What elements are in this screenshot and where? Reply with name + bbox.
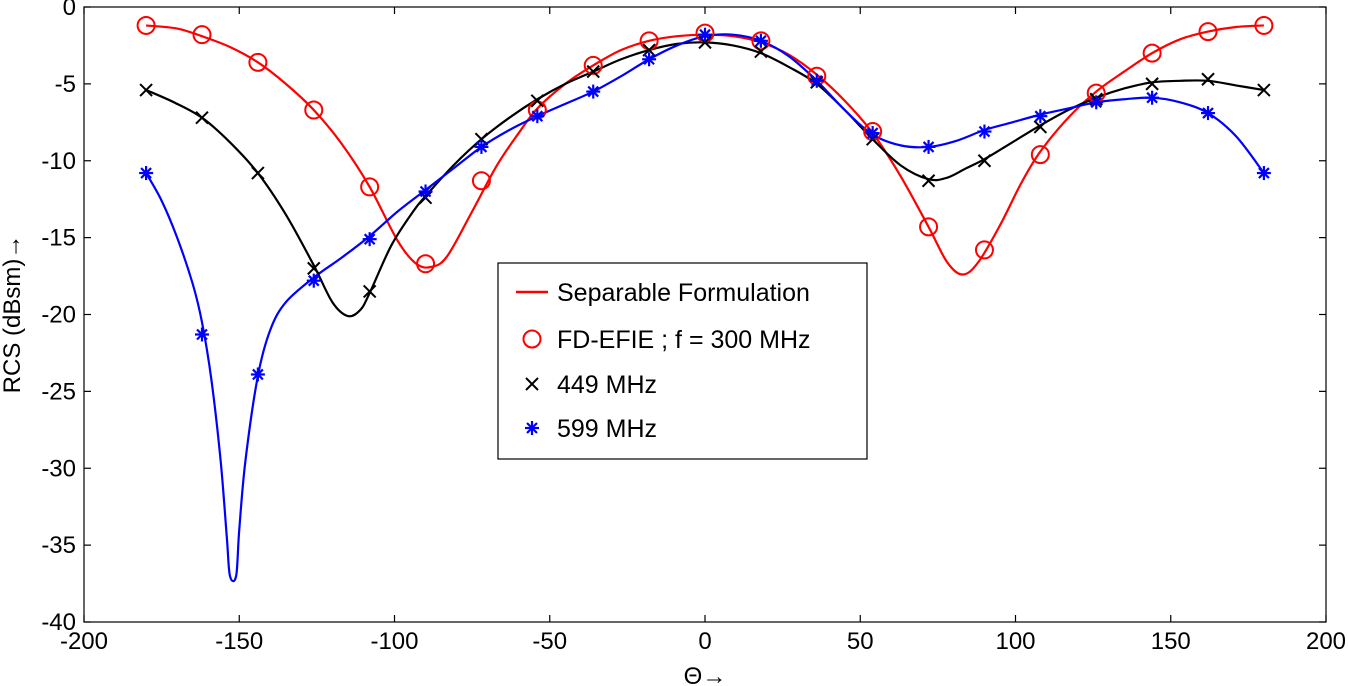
x-tick-label: 50 (847, 628, 874, 655)
legend-circle-swatch (522, 329, 542, 349)
marker-300-mhz (192, 25, 212, 45)
marker-599-mhz (250, 367, 265, 382)
marker-599-mhz (809, 73, 824, 88)
marker-300-mhz (751, 31, 771, 51)
marker-599-mhz (642, 52, 657, 67)
marker-599-mhz (698, 27, 712, 42)
marker-599-mhz (1145, 90, 1160, 105)
legend-star-swatch (525, 421, 539, 435)
legend-x-swatch (525, 377, 539, 391)
marker-449-mhz (754, 44, 768, 59)
legend-label-1: FD-EFIE ; f = 300 MHz (557, 326, 811, 354)
x-tick-label: -150 (215, 628, 263, 655)
marker-300-mhz (471, 171, 491, 191)
marker-599-mhz (865, 126, 880, 141)
marker-599-mhz (362, 232, 377, 247)
legend-label-2: 449 MHz (557, 371, 657, 399)
y-tick-label: -10 (41, 148, 76, 175)
axis-layer: -200 -150 -100 -50 0 50 100 150 200 0 -5 -10 -15 -20 -… (41, 0, 1346, 655)
marker-449-mhz (977, 154, 992, 168)
x-tick-label: 100 (995, 628, 1035, 655)
marker-449-mhz (362, 284, 377, 299)
marker-599-mhz (194, 327, 209, 342)
marker-599-mhz (1201, 106, 1216, 121)
marker-300-mhz (304, 100, 324, 120)
marker-449-mhz (1145, 77, 1159, 91)
series-line-449-mhz (145, 41, 1265, 318)
legend-label-3: 599 MHz (557, 415, 657, 443)
marker-599-mhz (474, 139, 489, 154)
marker-300-mhz (974, 240, 994, 260)
marker-449-mhz (530, 94, 545, 108)
y-axis-label: RCS (dBsm)→ (0, 235, 26, 394)
marker-300-mhz (1030, 145, 1050, 165)
x-tick-label: 0 (698, 628, 711, 655)
y-tick-label: -5 (55, 71, 76, 98)
marker-599-mhz (586, 84, 601, 99)
y-tick-label: -15 (41, 225, 76, 252)
x-tick-label: -100 (370, 628, 418, 655)
marker-449-mhz (251, 166, 265, 180)
marker-300-mhz (919, 217, 939, 237)
legend: Separable Formulation FD-EFIE ; f = 300 … (497, 262, 868, 460)
marker-300-mhz (136, 15, 156, 35)
marker-300-mhz (1142, 43, 1162, 63)
y-tick-label: -20 (41, 302, 76, 329)
marker-300-mhz (416, 254, 436, 274)
y-tick-label: -40 (41, 609, 76, 636)
marker-599-mhz (530, 109, 545, 124)
x-tick-label: -200 (60, 628, 108, 655)
marker-300-mhz (1198, 22, 1218, 42)
marker-300-mhz (583, 55, 603, 75)
x-axis-label: Θ→ (684, 663, 727, 686)
y-tick-label: -25 (41, 378, 76, 405)
y-tick-label: -30 (41, 455, 76, 482)
marker-599-mhz (1089, 95, 1104, 110)
marker-599-mhz (977, 124, 992, 139)
legend-label-0: Separable Formulation (557, 279, 810, 307)
x-tick-label: -50 (532, 628, 567, 655)
legend-box (497, 262, 868, 460)
x-tick-label: 200 (1306, 628, 1346, 655)
x-tick-label: 150 (1151, 628, 1191, 655)
marker-449-mhz (195, 110, 209, 125)
marker-449-mhz (139, 83, 153, 97)
marker-449-mhz (307, 261, 321, 276)
marker-599-mhz (418, 184, 433, 199)
marker-599-mhz (753, 33, 768, 48)
marker-449-mhz (1257, 83, 1271, 97)
marker-599-mhz (139, 166, 154, 181)
marker-449-mhz (1201, 72, 1215, 86)
marker-449-mhz (1033, 120, 1048, 134)
marker-599-mhz (921, 139, 936, 154)
marker-300-mhz (248, 52, 268, 72)
marker-599-mhz (306, 273, 321, 288)
marker-300-mhz (1254, 15, 1274, 35)
marker-449-mhz (921, 174, 936, 188)
marker-300-mhz (360, 177, 380, 197)
y-tick-label: -35 (41, 532, 76, 559)
marker-449-mhz (586, 64, 600, 79)
marker-599-mhz (1256, 166, 1271, 181)
y-tick-label: 0 (63, 0, 76, 21)
series-layer (136, 15, 1274, 583)
marker-599-mhz (1033, 109, 1048, 124)
